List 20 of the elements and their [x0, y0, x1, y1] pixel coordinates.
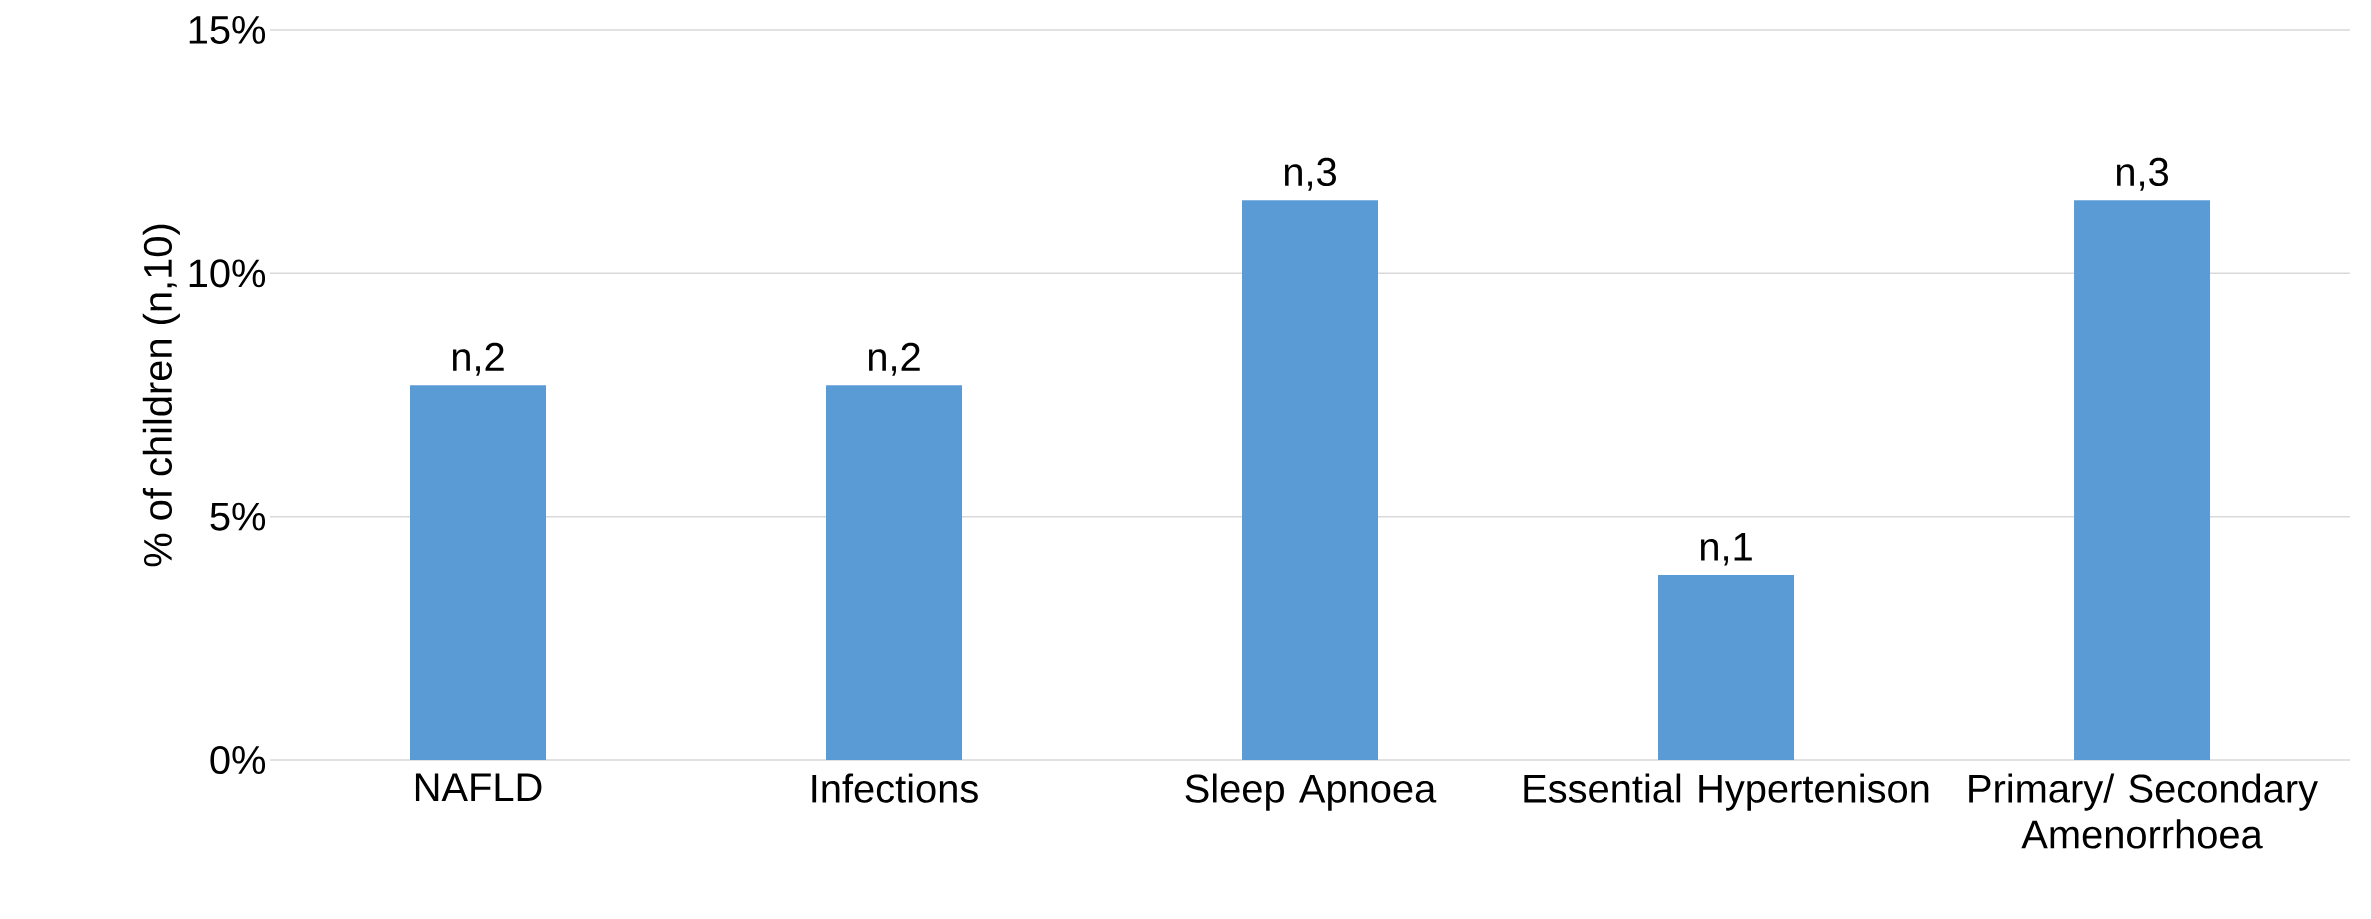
- y-tick-label: 5%: [210, 502, 266, 531]
- annotation: n,2: [452, 342, 504, 376]
- bar: [1242, 200, 1379, 760]
- annotation: n,3: [2116, 157, 2168, 191]
- x-tick-label: Sleep Apnoea: [1185, 773, 1437, 811]
- y-tick-label: 10%: [189, 259, 266, 288]
- x-tick-label: Infections: [812, 773, 978, 803]
- bar: [2074, 200, 2211, 760]
- bar: [410, 385, 547, 760]
- x-tick-label: Essential Hypertenison: [1524, 773, 1929, 811]
- annotation: n,3: [1284, 157, 1336, 191]
- bar: [826, 385, 963, 760]
- x-tick-label: NAFLD: [415, 773, 542, 801]
- y-tick-label: 15%: [189, 15, 266, 44]
- annotation: n,1: [1700, 533, 1752, 566]
- y-axis-title: % of children (n,10): [142, 224, 180, 567]
- y-tick-label: 0%: [210, 745, 266, 775]
- annotation: n,2: [868, 342, 920, 376]
- bar: [1658, 575, 1795, 760]
- x-tick-label: Primary/ Secondary Amenorrhoea: [1969, 773, 2318, 849]
